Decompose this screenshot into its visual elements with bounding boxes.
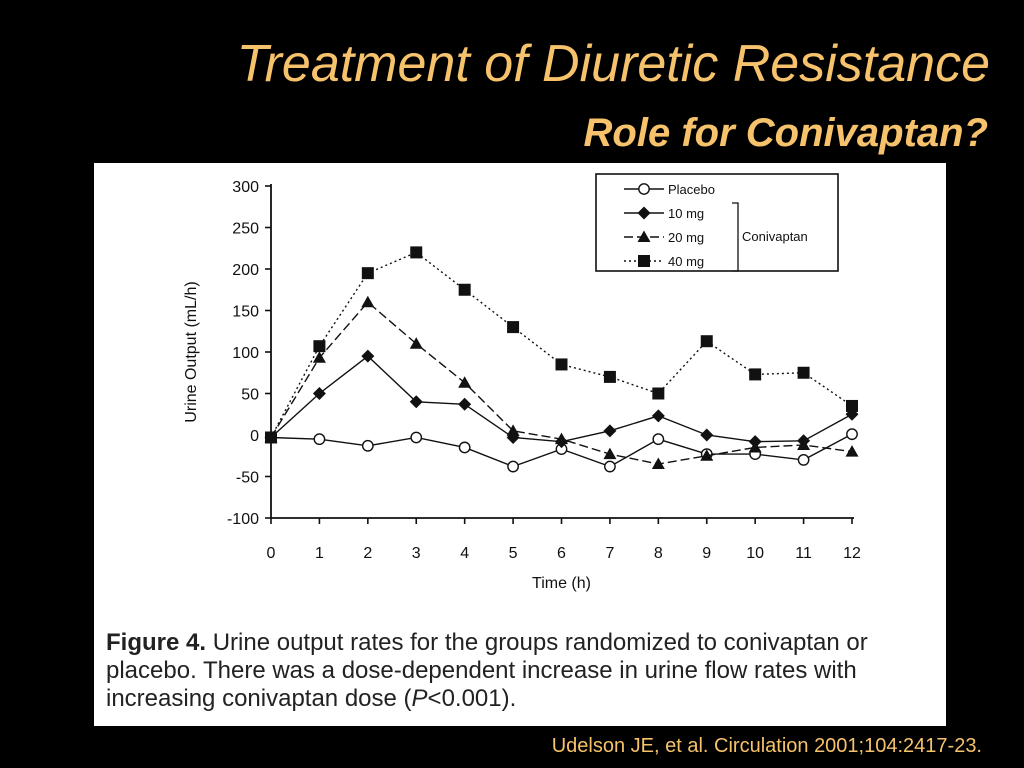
data-point: [458, 441, 471, 454]
data-point: [700, 428, 714, 442]
y-tick-label: -50: [236, 470, 259, 487]
caption-body: Urine output rates for the groups random…: [106, 629, 868, 712]
data-point: [507, 321, 520, 334]
y-tick-label: 100: [232, 345, 259, 362]
legend-label: 40 mg: [668, 254, 704, 269]
data-point: [361, 267, 374, 280]
legend-bracket: [732, 202, 739, 272]
data-point: [749, 368, 762, 381]
data-point: [410, 431, 423, 444]
data-point: [458, 283, 471, 296]
data-point: [361, 349, 375, 363]
legend-marker: [637, 206, 651, 220]
x-tick-label: 5: [509, 545, 518, 562]
data-point: [506, 424, 520, 436]
data-point: [652, 387, 665, 400]
data-point: [846, 399, 858, 412]
legend-marker: [638, 183, 650, 195]
data-point: [603, 424, 617, 438]
caption-p-value: <0.001).: [427, 685, 517, 712]
data-point: [845, 445, 859, 457]
x-tick-label: 1: [315, 545, 324, 562]
data-point: [312, 387, 326, 400]
x-tick-label: 0: [267, 545, 276, 562]
data-point: [507, 460, 519, 473]
y-tick-label: 50: [241, 387, 259, 404]
data-point: [555, 432, 568, 445]
data-point: [313, 433, 326, 446]
y-tick-label: 150: [232, 304, 259, 321]
y-tick-label: 300: [232, 179, 259, 196]
data-point: [604, 460, 616, 473]
data-point: [458, 397, 472, 411]
y-tick-label: -100: [227, 511, 259, 528]
data-point: [700, 335, 713, 348]
x-tick-label: 2: [363, 545, 372, 562]
data-point: [313, 340, 326, 353]
x-axis-label: Time (h): [532, 575, 591, 592]
data-point: [797, 366, 810, 379]
y-tick-label: 0: [250, 428, 259, 445]
x-tick-label: 3: [412, 545, 421, 562]
x-tick-label: 8: [654, 545, 663, 562]
y-tick-label: 250: [232, 221, 259, 238]
series-40-mg: [265, 246, 858, 444]
data-point: [651, 409, 665, 423]
figure-caption: Figure 4. Urine output rates for the gro…: [106, 629, 936, 713]
data-point: [361, 295, 375, 308]
data-point: [700, 449, 714, 461]
y-axis-label: Urine Output (mL/h): [183, 281, 200, 422]
legend-group-label: Conivaptan: [742, 229, 808, 244]
caption-lead: Figure 4.: [106, 629, 207, 656]
data-point: [265, 431, 277, 444]
data-point: [652, 433, 665, 446]
data-point: [409, 337, 423, 349]
slide-title: Treatment of Diuretic Resistance: [236, 35, 990, 93]
data-point: [603, 447, 617, 460]
data-point: [846, 428, 858, 441]
data-point: [361, 439, 374, 452]
legend-label: Placebo: [668, 182, 715, 197]
data-point: [603, 370, 616, 383]
data-point: [797, 438, 811, 450]
x-tick-label: 6: [557, 545, 566, 562]
x-tick-label: 9: [702, 545, 711, 562]
x-tick-label: 7: [605, 545, 614, 562]
legend-label: 10 mg: [668, 206, 704, 221]
data-point: [555, 358, 568, 371]
legend-marker: [637, 230, 651, 242]
data-point: [458, 376, 472, 388]
x-tick-label: 4: [460, 545, 469, 562]
x-tick-label: 12: [843, 545, 861, 562]
legend-box: [595, 173, 839, 272]
caption-p-symbol: P: [411, 685, 428, 712]
y-tick-label: 200: [232, 262, 259, 279]
citation: Udelson JE, et al. Circulation 2001;104:…: [551, 735, 982, 757]
legend-label: 20 mg: [668, 230, 704, 245]
series-20-mg: [264, 295, 859, 470]
data-point: [651, 457, 665, 470]
data-point: [748, 440, 762, 453]
slide-subtitle: Role for Conivaptan?: [583, 111, 988, 155]
data-point: [409, 395, 423, 409]
x-tick-label: 11: [795, 545, 812, 562]
legend-marker: [638, 255, 650, 267]
series-placebo: [265, 428, 858, 473]
data-point: [312, 351, 326, 363]
x-tick-label: 10: [746, 545, 764, 562]
data-point: [797, 453, 810, 466]
figure-panel: 300 250 200 150 100 50 0 -50 -100 0 1 2 3 4 5 6 7 8 9 10 11 1…: [94, 163, 946, 726]
series-line: [270, 251, 853, 438]
data-point: [410, 246, 423, 259]
